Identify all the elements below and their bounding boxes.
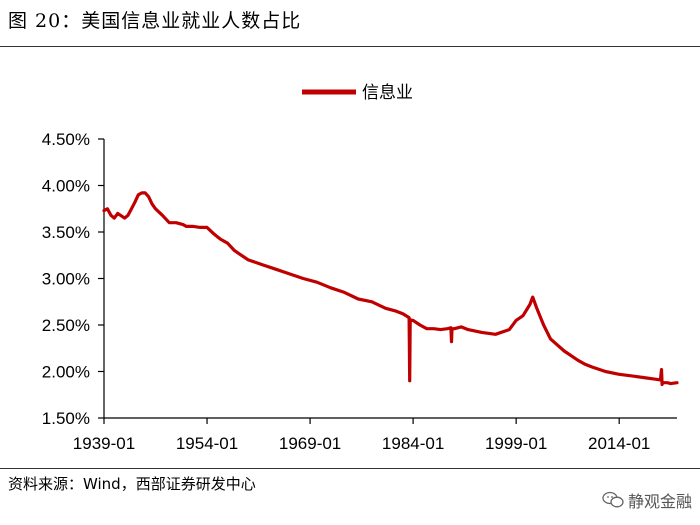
y-tick-label: 2.50% [42, 316, 90, 335]
legend-label: 信息业 [362, 83, 413, 103]
y-tick-label: 3.50% [42, 223, 90, 242]
x-tick-label: 2014-01 [588, 434, 650, 453]
source-note: 资料来源：Wind，西部证券研发中心 [8, 475, 256, 493]
y-tick-label: 4.50% [42, 130, 90, 149]
x-tick-label: 1999-01 [485, 434, 547, 453]
x-tick-label: 1969-01 [279, 434, 341, 453]
wechat-icon [602, 491, 624, 508]
x-tick-label: 1984-01 [382, 434, 444, 453]
page-title: 图 20：美国信息业就业人数占比 [8, 10, 302, 32]
watermark-text: 静观金融 [627, 492, 692, 511]
x-tick-label: 1939-01 [73, 434, 135, 453]
x-axis: 1939-01 1954-01 1969-01 1984-01 1999-01 2014-… [73, 417, 677, 453]
y-axis: 4.50% 4.00% 3.50% 3.00% 2.50% 2.00% 1.50% [42, 130, 105, 428]
y-tick-label: 3.00% [42, 270, 90, 289]
legend: 信息业 [302, 83, 413, 103]
series-line-0 [102, 191, 679, 387]
y-tick-label: 2.00% [42, 363, 90, 382]
line-chart: 信息业 4.50%4.00%3.50%3.00%2.50%2.00%1.50% … [42, 83, 679, 453]
y-tick-label: 4.00% [42, 177, 90, 196]
x-tick-label: 1954-01 [176, 434, 238, 453]
watermark: 静观金融 [602, 488, 692, 512]
header-divider [0, 46, 700, 47]
plot-area [102, 191, 679, 387]
footer-divider [0, 468, 700, 469]
y-tick-label: 1.50% [42, 409, 90, 428]
